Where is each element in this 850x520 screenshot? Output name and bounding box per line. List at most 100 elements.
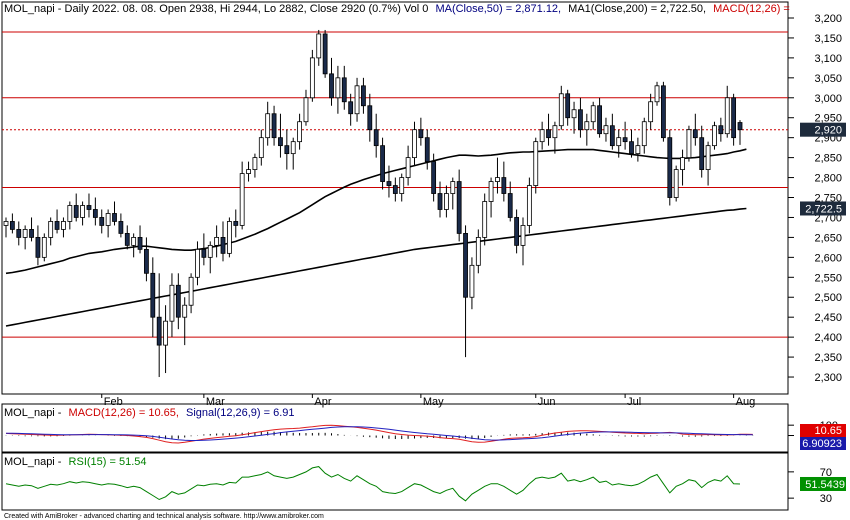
candle	[29, 217, 34, 242]
candle-body	[380, 145, 385, 182]
candle	[488, 177, 494, 218]
candle-body	[731, 97, 737, 139]
candle	[201, 233, 207, 266]
month-label: May	[423, 396, 444, 408]
candle	[16, 221, 22, 246]
candle-body	[405, 157, 411, 178]
candle-body	[424, 137, 430, 163]
candle-body	[16, 229, 22, 238]
candle-body	[712, 125, 717, 147]
macd-y-axis: 100010.656.90923	[788, 420, 846, 450]
candle	[367, 93, 373, 142]
candle	[584, 113, 590, 146]
candle-body	[195, 248, 200, 278]
candle	[552, 121, 558, 154]
candle	[54, 209, 60, 234]
candle	[424, 129, 430, 170]
candle-body	[80, 205, 85, 218]
candle	[399, 173, 405, 202]
candle-body	[35, 237, 41, 258]
price-tick-label: 2,600	[814, 252, 842, 264]
rsi-y-axis: 70 30 51.5439	[788, 467, 846, 505]
candle	[252, 153, 258, 178]
price-tick-label: 2,400	[814, 332, 842, 344]
signal-line	[5, 426, 753, 441]
signal-last-bg	[800, 437, 846, 450]
candle	[405, 145, 411, 186]
candle-body	[495, 177, 500, 182]
rsi-header-prefix: MOL_napi -	[4, 456, 62, 468]
candle	[105, 209, 111, 238]
footer-credit: Created with AmiBroker - advanced charti…	[4, 513, 324, 520]
candle-body	[392, 185, 398, 194]
price-tick-label: 2,300	[814, 372, 842, 384]
candle-body	[220, 237, 226, 254]
candle	[635, 137, 641, 162]
candle	[239, 161, 245, 230]
candle-body	[163, 320, 168, 346]
price-tick-label: 2,500	[814, 292, 842, 304]
candle-body	[686, 129, 692, 159]
candle-body	[156, 316, 162, 346]
candle	[603, 117, 609, 142]
candle	[220, 221, 226, 262]
candle	[469, 257, 475, 310]
candle-body	[73, 205, 79, 218]
header-ma50: MA(Close,50) = 2,871.12,	[435, 3, 561, 15]
candle-body	[348, 101, 354, 115]
candle-body	[450, 181, 456, 194]
candle	[335, 65, 341, 114]
candle-body	[578, 109, 583, 131]
candle	[22, 225, 28, 250]
candle	[546, 113, 551, 146]
candle	[156, 273, 162, 378]
candle-body	[565, 93, 571, 119]
candle	[67, 201, 73, 230]
rsi-line	[5, 466, 741, 502]
candle-body	[112, 213, 117, 222]
price-tick-label: 3,200	[814, 13, 842, 25]
candle	[322, 29, 328, 78]
candle	[373, 113, 379, 158]
candle-body	[335, 77, 341, 99]
candle-body	[54, 221, 60, 230]
candle-body	[699, 137, 705, 170]
signal-last-label: 6.90923	[802, 438, 842, 450]
candle	[558, 85, 564, 130]
candle-body	[265, 113, 271, 139]
candle-body	[456, 181, 462, 234]
candle-body	[609, 125, 615, 147]
candle	[278, 113, 283, 158]
header-prefix: MOL_napi - Daily 2022. 08. 08. Open 2938…	[4, 3, 428, 15]
candle-body	[571, 109, 577, 119]
candle-body	[316, 33, 322, 59]
candle-body	[526, 185, 532, 226]
candle-body	[271, 113, 277, 139]
candle-body	[680, 157, 685, 170]
candle	[667, 129, 673, 206]
candle	[686, 125, 692, 162]
candle	[258, 129, 264, 166]
candle	[718, 117, 724, 142]
candle	[309, 49, 315, 102]
candle	[616, 129, 622, 158]
candle	[539, 121, 545, 150]
candle	[118, 213, 124, 238]
macd-panel-frame	[1, 403, 789, 453]
candle-body	[92, 209, 98, 218]
candle-body	[341, 77, 347, 103]
candle-body	[520, 225, 526, 246]
candle-body	[475, 237, 481, 266]
candle	[124, 225, 130, 250]
candle	[284, 129, 290, 170]
candle	[348, 93, 354, 126]
price-tick-label: 3,100	[814, 53, 842, 65]
candle	[92, 197, 98, 226]
candle	[609, 113, 615, 150]
candle	[265, 101, 271, 146]
candle-body	[724, 97, 730, 135]
candle-body	[648, 101, 654, 123]
candle-body	[373, 129, 379, 147]
candle	[495, 157, 500, 194]
